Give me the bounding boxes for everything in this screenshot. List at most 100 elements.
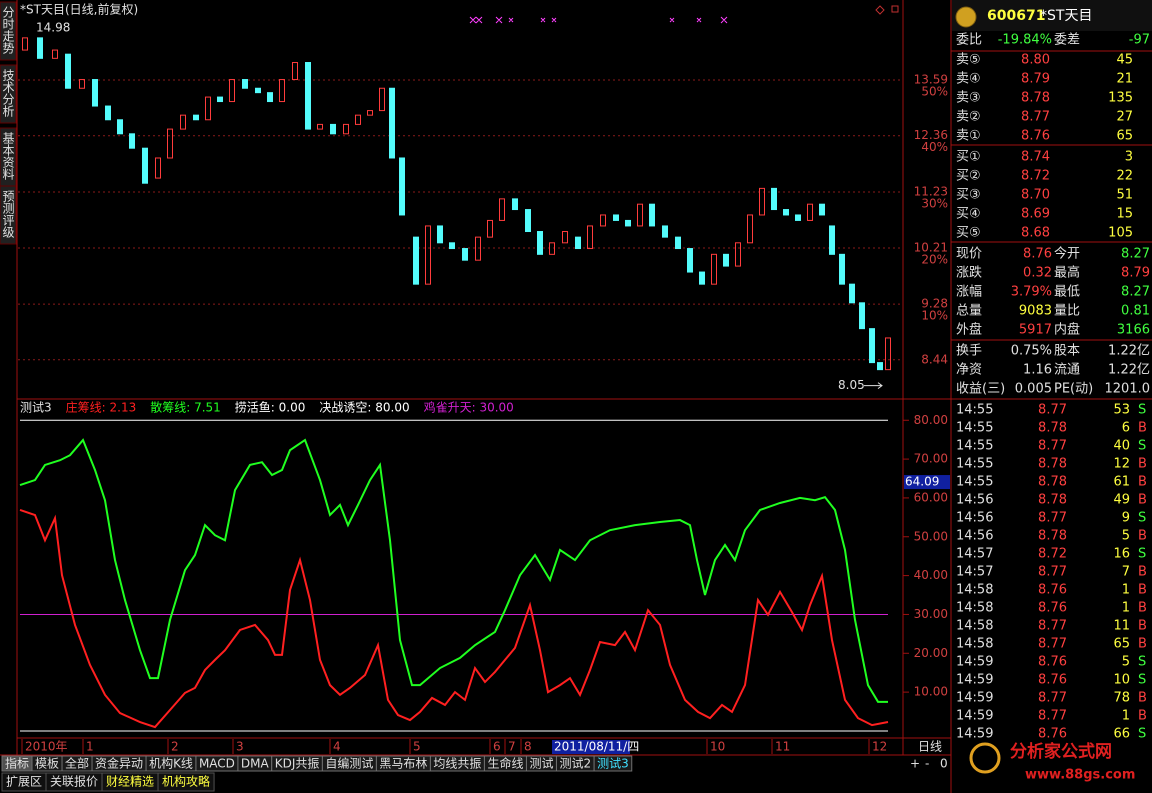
status-tab[interactable]: 机构攻略 bbox=[162, 774, 210, 789]
tab-label[interactable]: KDJ共振 bbox=[275, 757, 320, 771]
stat-label: 涨跌 bbox=[956, 265, 982, 281]
candle bbox=[747, 214, 753, 244]
low-arrow bbox=[864, 382, 883, 390]
trade-side: B bbox=[1138, 493, 1147, 508]
trade-volume: 53 bbox=[1113, 403, 1130, 418]
tab[interactable]: 模板 bbox=[31, 755, 63, 772]
status-tab[interactable]: 扩展区 bbox=[6, 775, 42, 789]
tab-bg[interactable] bbox=[593, 755, 633, 772]
stat-label: 外盘 bbox=[956, 322, 982, 338]
tab[interactable]: 测试3 bbox=[593, 755, 633, 772]
side-tab[interactable] bbox=[0, 64, 17, 124]
tab-label[interactable]: 测试2 bbox=[559, 756, 591, 771]
tab[interactable]: 测试2 bbox=[555, 755, 595, 772]
tab[interactable]: 机构K线 bbox=[145, 755, 197, 772]
tab[interactable]: 黑马布林 bbox=[375, 755, 431, 772]
trade-price: 8.78 bbox=[1038, 457, 1067, 472]
candle bbox=[512, 198, 518, 211]
status-tab[interactable]: 财经精选 bbox=[106, 775, 154, 789]
tab[interactable]: 全部 bbox=[61, 755, 93, 772]
control[interactable]: 0 bbox=[940, 757, 948, 771]
control[interactable]: + bbox=[910, 757, 920, 771]
tab-label[interactable]: 黑马布林 bbox=[379, 757, 427, 771]
candle bbox=[625, 219, 631, 227]
tab-label[interactable]: 资金异动 bbox=[95, 756, 143, 771]
y-tick-pct: 10% bbox=[921, 309, 948, 323]
tab-label[interactable]: DMA bbox=[241, 757, 270, 771]
side-tab-label[interactable]: 分时走势 bbox=[1, 6, 15, 54]
high-label: 14.98 bbox=[36, 20, 70, 34]
tab-label[interactable]: 均线共振 bbox=[433, 757, 481, 771]
book-price: 8.76 bbox=[1021, 129, 1050, 144]
tab[interactable]: MACD bbox=[195, 755, 239, 772]
side-tab[interactable] bbox=[0, 185, 17, 245]
trade-price: 8.77 bbox=[1038, 637, 1067, 652]
side-tab-label[interactable]: 技术分析 bbox=[1, 69, 15, 118]
stat-value: 8.27 bbox=[1121, 285, 1150, 300]
stat-value: 1.22亿 bbox=[1108, 363, 1150, 378]
book-volume: 105 bbox=[1108, 226, 1133, 241]
weibi-value: -19.84% bbox=[998, 33, 1052, 48]
stat-value: 8.76 bbox=[1023, 247, 1052, 262]
stat-value: 0.005 bbox=[1015, 382, 1052, 397]
trade-time: 14:56 bbox=[956, 529, 993, 544]
trade-side: S bbox=[1138, 403, 1146, 418]
stat-value: 9083 bbox=[1019, 304, 1052, 319]
tab-label[interactable]: 测试 bbox=[529, 756, 553, 771]
candle bbox=[242, 79, 248, 89]
candle bbox=[562, 231, 568, 244]
stat-value: 1.22亿 bbox=[1108, 344, 1150, 359]
tab-label[interactable]: 全部 bbox=[65, 756, 89, 771]
side-tab-label[interactable]: 预测评级 bbox=[1, 190, 15, 238]
chart-title: *ST天目(日线,前复权) bbox=[20, 2, 138, 17]
tab-label[interactable]: 指标 bbox=[5, 756, 29, 771]
status-tab[interactable]: 关联报价 bbox=[50, 774, 98, 789]
book-label: 买④ bbox=[956, 207, 981, 222]
panel-separators bbox=[951, 50, 1152, 400]
trade-side: B bbox=[1138, 619, 1147, 634]
legend-entry: 庄筹线: 2.13 bbox=[66, 400, 137, 415]
trade-side: B bbox=[1138, 601, 1147, 616]
candle bbox=[425, 225, 431, 285]
stat-value: 3166 bbox=[1117, 323, 1150, 338]
trade-side: B bbox=[1138, 565, 1147, 580]
tab[interactable]: 资金异动 bbox=[91, 755, 147, 772]
tab[interactable]: 均线共振 bbox=[429, 755, 485, 772]
tab[interactable]: 测试 bbox=[525, 755, 557, 772]
window-icons bbox=[875, 5, 899, 15]
tab[interactable]: 生命线 bbox=[483, 755, 527, 772]
trade-price: 8.77 bbox=[1038, 511, 1067, 526]
x-tick-label: 10 bbox=[710, 740, 725, 754]
tab-label[interactable]: 测试3 bbox=[597, 756, 629, 771]
side-tab-label[interactable]: 基本资料 bbox=[1, 132, 15, 180]
trade-price: 8.78 bbox=[1038, 493, 1067, 508]
tab-label[interactable]: 模板 bbox=[35, 757, 59, 771]
low-label: 8.05 bbox=[838, 378, 865, 392]
tab[interactable]: DMA bbox=[237, 755, 273, 772]
tab-label[interactable]: 自编测试 bbox=[325, 756, 373, 771]
trade-volume: 61 bbox=[1113, 475, 1130, 490]
candle bbox=[330, 123, 336, 135]
tab-label[interactable]: 生命线 bbox=[487, 756, 523, 771]
side-tab[interactable] bbox=[0, 1, 17, 61]
candle bbox=[575, 236, 581, 250]
candle bbox=[367, 110, 373, 116]
trade-volume: 78 bbox=[1113, 691, 1130, 706]
control[interactable]: - bbox=[925, 757, 929, 771]
stat-label: 净资 bbox=[956, 363, 982, 378]
candle bbox=[217, 96, 223, 103]
tab-label[interactable]: 机构K线 bbox=[149, 756, 193, 771]
status-tab-bg[interactable] bbox=[157, 772, 215, 792]
book-volume: 22 bbox=[1116, 169, 1133, 184]
tab[interactable]: KDJ共振 bbox=[271, 755, 323, 772]
candle bbox=[180, 114, 186, 130]
x-tick-label: 1 bbox=[86, 740, 94, 754]
candle bbox=[413, 236, 419, 285]
stat-value: 8.27 bbox=[1121, 247, 1150, 262]
tab[interactable]: 自编测试 bbox=[321, 755, 377, 772]
tab[interactable]: 指标 bbox=[1, 755, 33, 772]
tab-label[interactable]: MACD bbox=[199, 757, 235, 771]
trade-volume: 65 bbox=[1113, 637, 1130, 652]
trade-volume: 7 bbox=[1122, 565, 1130, 580]
